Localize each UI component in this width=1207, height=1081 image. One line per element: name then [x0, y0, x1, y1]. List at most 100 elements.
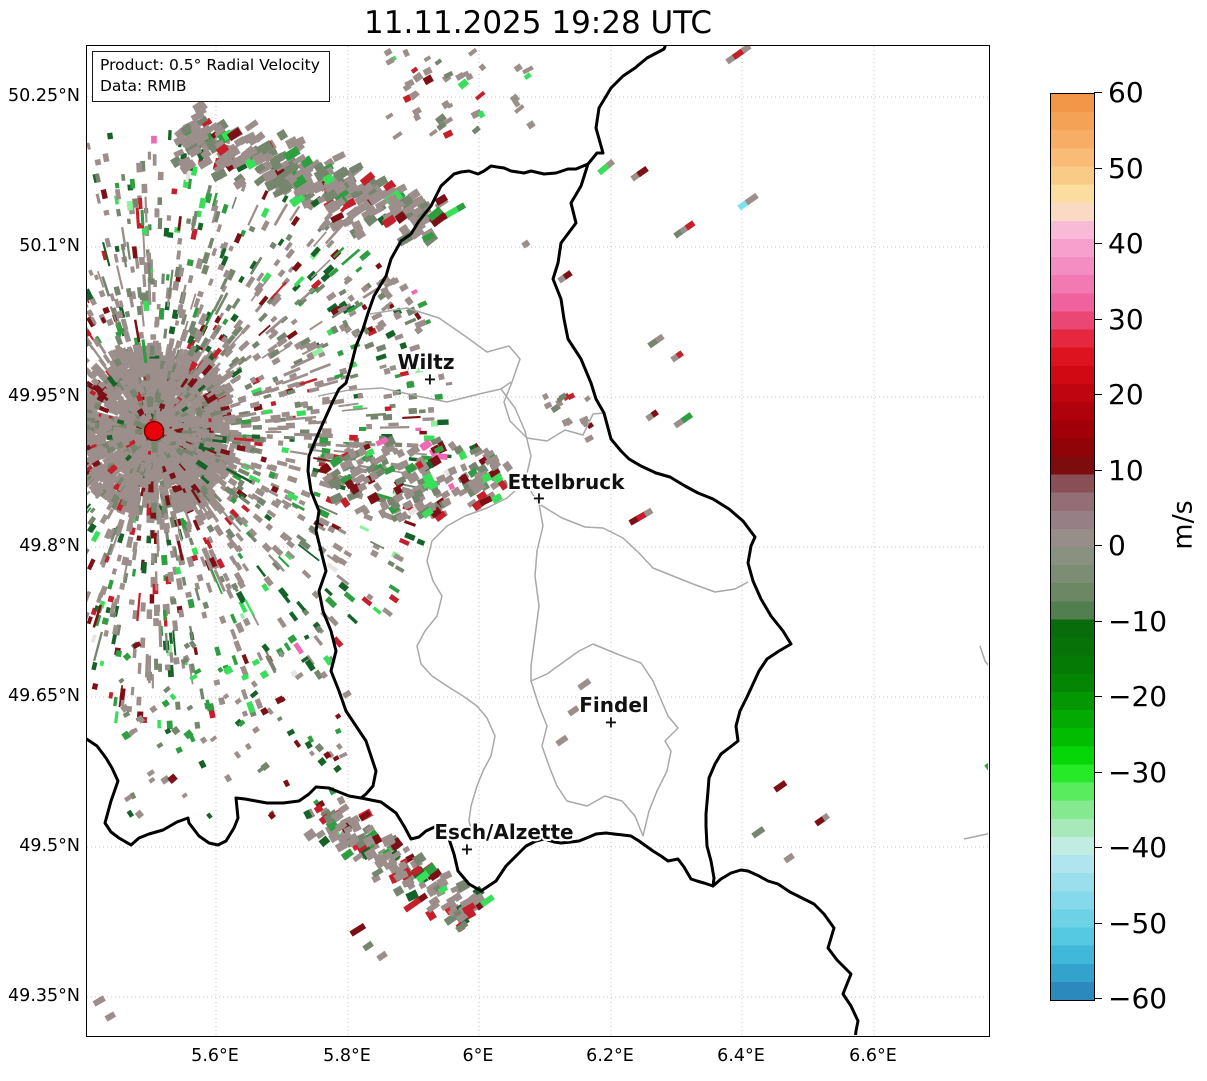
echo-pixel [419, 360, 431, 367]
echo-pixel [347, 835, 361, 847]
echo-pixel [348, 161, 364, 175]
echo-pixel [171, 725, 181, 736]
echo-pixel [94, 173, 101, 183]
echo-pixel [148, 469, 153, 479]
echo-pixel [115, 208, 122, 217]
echo-pixel [453, 909, 462, 917]
echo-pixel [327, 476, 342, 490]
echo-pixel [291, 174, 307, 189]
echo-pixel [90, 530, 101, 543]
echo-pixel [160, 774, 171, 785]
echo-pixel [118, 368, 128, 380]
echo-pixel [309, 158, 321, 170]
echo-pixel [220, 335, 229, 344]
echo-pixel [383, 465, 396, 476]
echo-pixel [406, 381, 415, 389]
echo-pixel [287, 634, 298, 644]
echo-pixel [330, 325, 339, 335]
echo-pixel [179, 284, 187, 310]
echo-pixel [443, 70, 454, 79]
colorbar-tick [1094, 243, 1102, 244]
echo-pixel [417, 300, 428, 309]
echo-pixel [104, 528, 113, 540]
echo-pixel [375, 343, 387, 353]
echo-pixel [351, 329, 360, 339]
echo-pixel [200, 148, 212, 160]
echo-pixel [453, 444, 464, 455]
echo-pixel [201, 264, 210, 275]
echo-pixel [197, 156, 213, 170]
echo-pixel [773, 780, 788, 793]
echo-pixel [357, 446, 368, 457]
echo-pixel [208, 122, 219, 132]
echo-pixel [244, 119, 259, 132]
echo-pixel [354, 190, 372, 206]
echo-pixel [258, 324, 271, 337]
echo-pixel [334, 820, 348, 832]
echo-pixel [197, 363, 207, 374]
product-info-box: Product: 0.5° Radial Velocity Data: RMIB [92, 51, 330, 102]
echo-pixel [332, 542, 344, 553]
echo-pixel [228, 245, 234, 252]
echo-pixel [128, 461, 137, 470]
echo-pixel [96, 270, 105, 288]
echo-pixel [136, 696, 142, 706]
echo-pixel [241, 504, 250, 513]
echo-pixel [248, 534, 258, 543]
echo-pixel [158, 381, 164, 393]
echo-pixel [101, 617, 110, 626]
echo-pixel [258, 312, 268, 323]
echo-pixel [472, 475, 485, 487]
echo-pixel [286, 728, 296, 737]
echo-pixel [281, 499, 293, 508]
echo-pixel [188, 625, 194, 640]
echo-pixel [286, 475, 298, 484]
echo-pixel [98, 289, 106, 298]
echo-pixel [333, 482, 342, 491]
echo-pixel [373, 482, 383, 492]
echo-pixel [87, 590, 92, 604]
echo-pixel [276, 616, 287, 629]
echo-pixel [385, 329, 396, 340]
echo-pixel [172, 630, 177, 656]
colorbar-tick [1094, 620, 1102, 622]
echo-pixel [346, 490, 361, 502]
lon-tick-label: 6°E [462, 1046, 494, 1066]
echo-pixel [230, 582, 239, 591]
echo-pixel [162, 435, 173, 445]
echo-pixel [394, 200, 406, 211]
echo-pixel [443, 913, 457, 926]
echo-pixel [315, 829, 326, 840]
echo-pixel [402, 845, 411, 854]
echo-pixel [383, 280, 393, 289]
echo-pixel [180, 123, 193, 136]
echo-pixel [566, 392, 576, 401]
echo-pixel [316, 379, 339, 389]
echo-pixel [131, 514, 136, 521]
echo-pixel [234, 718, 243, 727]
echo-pixel [131, 476, 140, 489]
colorbar [1050, 93, 1095, 1001]
echo-pixel [281, 411, 290, 418]
echo-pixel [241, 710, 249, 717]
echo-pixel [362, 940, 374, 952]
echo-pixel [93, 631, 104, 662]
echo-pixel [336, 795, 346, 806]
echo-pixel [294, 275, 305, 287]
echo-pixel [89, 469, 99, 479]
echo-pixel [251, 726, 260, 734]
echo-pixel [225, 334, 236, 345]
echo-pixel [455, 920, 469, 933]
echo-pixel [87, 444, 92, 452]
echo-pixel [684, 220, 696, 231]
echo-pixel [229, 508, 240, 519]
echo-pixel [182, 441, 195, 452]
echo-pixel [317, 757, 327, 767]
echo-pixel [147, 277, 152, 305]
echo-pixel [265, 418, 275, 423]
echo-pixel [248, 474, 261, 484]
echo-pixel [187, 344, 198, 357]
echo-pixel [158, 485, 164, 495]
echo-pixel [116, 347, 123, 355]
echo-pixel [287, 389, 296, 395]
